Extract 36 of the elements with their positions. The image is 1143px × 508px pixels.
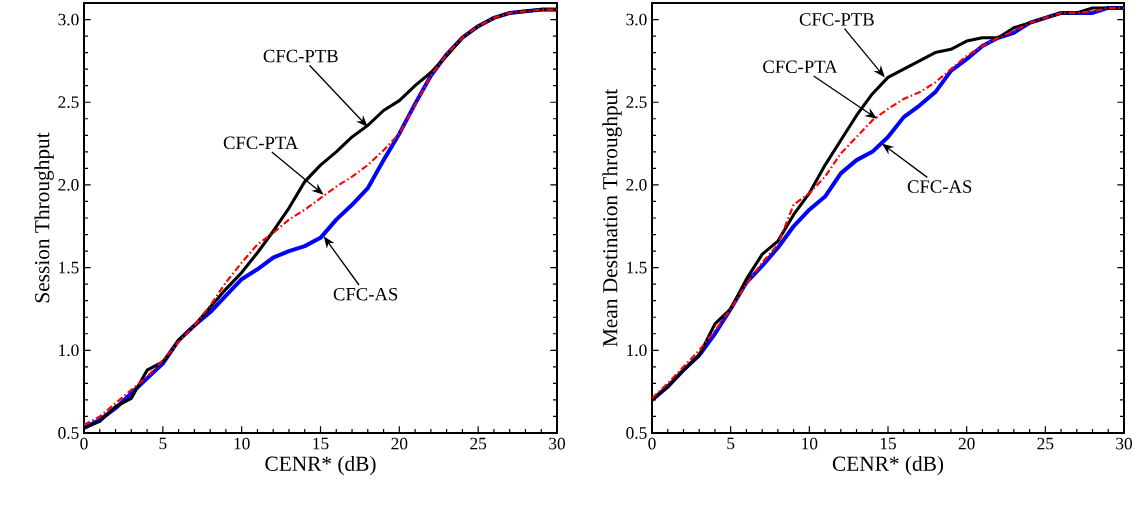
x-tick-label: 20	[958, 437, 975, 450]
x-tick-label: 5	[159, 437, 167, 450]
x-tick-label: 30	[1116, 437, 1133, 450]
x-tick-label: 0	[80, 437, 88, 450]
annotation: CFC-PTA	[763, 60, 838, 74]
annotation: CFC-PTB	[799, 13, 874, 26]
y-tick-label: 1.5	[627, 261, 647, 274]
y-tick-label: 2.5	[58, 96, 79, 109]
x-tick-label: 20	[391, 437, 408, 450]
annotation: CFC-AS	[333, 287, 398, 301]
y-tick-label: 3.0	[58, 13, 79, 26]
x-tick-label: 15	[880, 437, 896, 450]
annotation: CFC-AS	[907, 180, 972, 193]
y-axis-title: Session Throughput	[34, 132, 54, 303]
y-axis-title: Mean Destination Throughput	[602, 88, 622, 347]
y-tick-label: 2.0	[626, 179, 647, 191]
y-tick-label: 3.0	[626, 13, 647, 26]
x-tick-label: 10	[802, 437, 818, 450]
y-tick-label: 1.0	[59, 344, 79, 357]
y-tick-label: 2.5	[626, 96, 647, 109]
annotation: CFC-PTA	[223, 136, 299, 150]
x-axis-title: CENR* (dB)	[832, 455, 944, 476]
y-tick-label: 2.0	[58, 179, 79, 191]
x-tick-label: 0	[648, 437, 656, 450]
x-tick-label: 25	[470, 437, 487, 450]
x-tick-label: 15	[313, 437, 329, 450]
y-tick-label: 0.5	[58, 427, 79, 439]
x-tick-label: 25	[1037, 437, 1054, 450]
annotation: CFC-PTB	[263, 49, 338, 63]
y-tick-label: 1.5	[59, 261, 79, 274]
x-axis-title: CENR* (dB)	[265, 455, 376, 476]
y-tick-label: 0.5	[626, 427, 647, 439]
x-tick-label: 10	[234, 437, 250, 450]
x-tick-label: 30	[549, 437, 566, 450]
x-tick-label: 5	[727, 437, 735, 450]
y-tick-label: 1.0	[627, 344, 647, 357]
